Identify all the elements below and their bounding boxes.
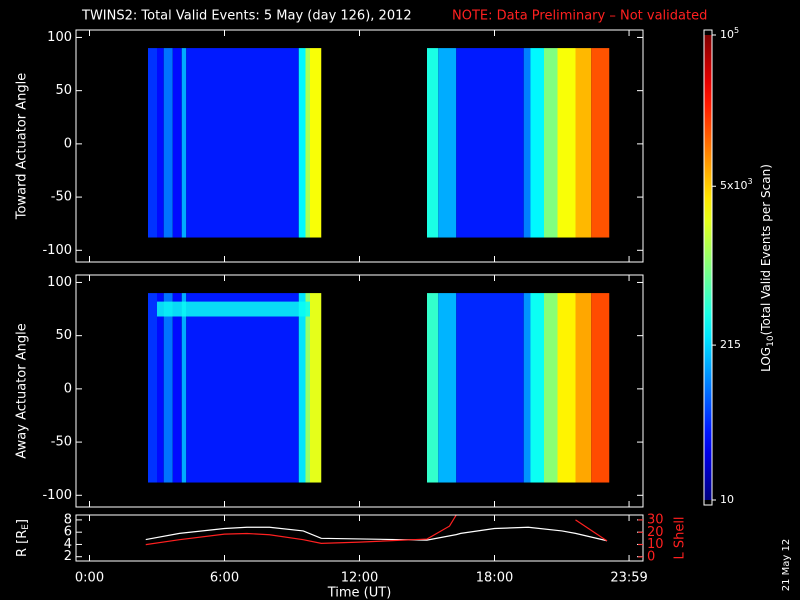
heat-cell: [523, 48, 531, 238]
date-stamp: 21 May 12: [781, 539, 792, 591]
y2-tick-label: 0: [647, 549, 655, 564]
x-tick-label: 6:00: [210, 571, 239, 586]
heat-cell: [438, 48, 457, 238]
y2-tick-label: 10: [647, 537, 664, 552]
heat-cell: [298, 293, 306, 483]
colorbar: [704, 35, 712, 500]
heat-cell: [427, 293, 439, 483]
y-tick-label: -100: [42, 243, 72, 258]
y-tick-label: 50: [55, 83, 72, 98]
heat-cell: [544, 293, 558, 483]
tick-sup: 5: [734, 26, 739, 35]
heat-cell: [157, 293, 164, 483]
colorbar-tick-label: 215: [720, 338, 741, 351]
label-part: LOG: [759, 347, 773, 372]
tick-text: 10: [720, 28, 734, 41]
heat-cell: [438, 293, 457, 483]
x-tick-label: 18:00: [476, 571, 513, 586]
y2-tick-label: 30: [647, 512, 664, 527]
y-tick-label: -50: [51, 190, 72, 205]
colorbar-tick-label: 105: [720, 26, 739, 42]
y-tick-label: 100: [47, 30, 72, 45]
y-tick-label: 2: [64, 549, 72, 564]
y2-axis-label: L Shell: [673, 516, 688, 559]
heat-cell: [427, 48, 439, 238]
heat-cell: [172, 48, 182, 238]
heat-cell: [456, 48, 524, 238]
heat-cell: [544, 48, 558, 238]
heat-band: [157, 301, 310, 317]
tick-text: 10: [720, 493, 734, 506]
plot-area: [148, 293, 610, 483]
y-tick-label: -100: [42, 488, 72, 503]
heat-cell: [557, 293, 576, 483]
heat-cell: [163, 293, 173, 483]
plot-area: [148, 48, 610, 238]
colorbar-frame: [703, 29, 713, 506]
y-tick-label: 0: [64, 381, 72, 396]
y-tick-label: -50: [51, 435, 72, 450]
heat-cell: [305, 293, 310, 483]
line: [145, 515, 608, 546]
tick-text: 5x10: [720, 179, 748, 192]
plot-area: [145, 515, 608, 546]
note: NOTE: Data Preliminary – Not validated: [452, 9, 707, 24]
x-tick-label: 12:00: [341, 571, 378, 586]
heat-cell: [591, 48, 610, 238]
heat-cell: [157, 48, 164, 238]
y-axis-label: R [RE]: [15, 519, 31, 557]
y-tick-label: 6: [64, 525, 72, 540]
y-tick-label: 100: [47, 275, 72, 290]
heat-cell: [523, 293, 531, 483]
heat-cell: [591, 293, 610, 483]
tick-text: 215: [720, 338, 741, 351]
heat-cell: [163, 48, 173, 238]
colorbar-label: LOG10(Total Valid Events per Scan): [759, 164, 776, 372]
heat-cell: [456, 293, 524, 483]
label-sub: 10: [766, 335, 776, 347]
tick-sup: 3: [748, 177, 753, 186]
x-tick-label: 23:59: [610, 571, 647, 586]
label-sub: E: [21, 524, 31, 530]
heat-cell: [186, 293, 299, 483]
heat-cell: [575, 48, 592, 238]
y-tick-label: 4: [64, 537, 72, 552]
heat-cell: [557, 48, 576, 238]
label-part: (Total Valid Events per Scan): [759, 164, 773, 335]
heat-cell: [298, 48, 306, 238]
heat-cell: [575, 293, 592, 483]
y-tick-label: 8: [64, 512, 72, 527]
y-axis-label: Away Actuator Angle: [15, 323, 30, 458]
colorbar-tick-label: 10: [720, 493, 734, 506]
heat-cell: [148, 293, 157, 483]
heat-cell: [305, 48, 310, 238]
heat-cell: [181, 293, 187, 483]
y-axis-label: Toward Actuator Angle: [15, 73, 30, 220]
heat-cell: [148, 48, 157, 238]
heat-cell: [530, 293, 544, 483]
label-part: ]: [15, 519, 30, 524]
y-tick-label: 0: [64, 136, 72, 151]
title: TWINS2: Total Valid Events: 5 May (day 1…: [81, 9, 412, 24]
x-tick-label: 0:00: [75, 571, 104, 586]
heat-cell: [186, 48, 299, 238]
colorbar-tick-label: 5x103: [720, 177, 753, 193]
line: [145, 526, 608, 542]
y-tick-label: 50: [55, 328, 72, 343]
label-part: R [R: [15, 530, 30, 557]
y2-tick-label: 20: [647, 525, 664, 540]
heat-cell: [181, 48, 187, 238]
heat-cell: [310, 48, 322, 238]
heat-cell: [310, 293, 322, 483]
heat-cell: [530, 48, 544, 238]
heat-cell: [172, 293, 182, 483]
x-axis-label: Time (UT): [327, 586, 392, 600]
